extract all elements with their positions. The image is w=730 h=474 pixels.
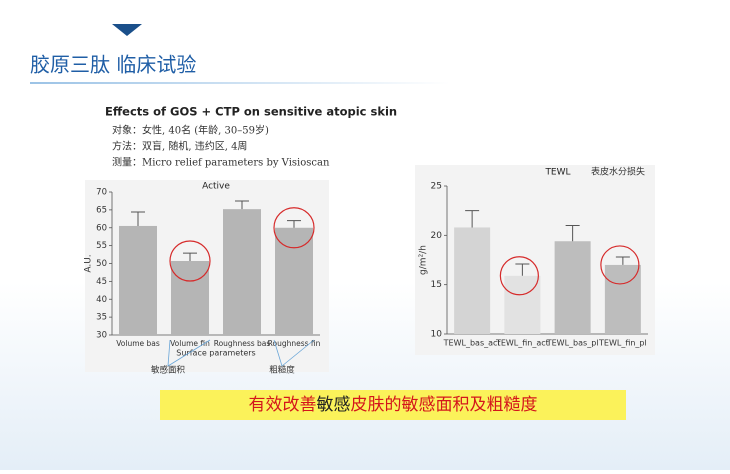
- x-tick-label: TEWL_bas_pl: [546, 339, 599, 348]
- error-bar: [615, 256, 630, 265]
- chart-subtitle: 表皮水分损失: [591, 166, 645, 178]
- highlight-circle: [499, 256, 539, 296]
- bar: [171, 260, 209, 335]
- banner-part: 皮肤的敏感面积及粗糙度: [351, 395, 538, 415]
- banner-part: 有效改善: [249, 395, 317, 415]
- title-underline: [30, 82, 450, 84]
- y-tick-label: 15: [431, 280, 442, 290]
- y-axis-label: A.U.: [84, 254, 94, 272]
- y-tick-label: 25: [431, 182, 442, 192]
- annotation: 粗糙度: [269, 365, 295, 376]
- bar: [504, 275, 541, 334]
- x-tick-label: Roughness fin: [268, 339, 321, 348]
- chart-title: TEWL: [544, 168, 570, 178]
- highlight-circle: [600, 245, 640, 285]
- bar: [554, 241, 591, 334]
- x-axis-label: Surface parameters: [176, 349, 255, 358]
- y-tick-label: 35: [96, 313, 107, 323]
- x-tick-label: TEWL_bas_act: [443, 339, 501, 348]
- x-tick-label: Volume fin: [170, 339, 210, 348]
- y-tick-label: 40: [96, 295, 107, 305]
- error-bar: [515, 263, 530, 276]
- highlight-circle: [169, 240, 211, 282]
- x-tick-label: Volume bas: [116, 339, 160, 348]
- chevron: [112, 24, 142, 36]
- annotation-arrow: [167, 339, 211, 367]
- header: Effects of GOS + CTP on sensitive atopic…: [105, 105, 397, 119]
- y-tick-label: 65: [96, 205, 107, 215]
- x-tick-label: TEWL_fin_pl: [598, 339, 647, 348]
- y-tick-label: 45: [96, 277, 107, 287]
- annotation: 敏感面积: [151, 365, 186, 376]
- x-tick-label: TEWL_fin_act: [495, 339, 549, 348]
- banner: [160, 390, 626, 420]
- y-tick-label: 10: [431, 330, 443, 340]
- slide-title: 胶原三肽 临床试验: [30, 53, 196, 77]
- error-bar: [287, 220, 301, 228]
- banner-text: 有效改善敏感皮肤的敏感面积及粗糙度: [249, 395, 538, 415]
- y-tick-label: 30: [96, 331, 107, 341]
- error-bar: [465, 210, 480, 228]
- info-line: 方法：双盲, 随机, 违约区, 4周: [112, 140, 247, 153]
- error-bar: [565, 224, 580, 242]
- x-tick-label: Roughness bas: [214, 339, 271, 348]
- y-tick-label: 20: [431, 231, 443, 241]
- error-bar: [235, 200, 249, 210]
- info-line: 对象：女性, 40名 (年龄, 30–59岁): [112, 124, 269, 137]
- annotation-arrow: [273, 339, 315, 367]
- y-tick-label: 60: [96, 223, 107, 233]
- y-tick-label: 70: [96, 188, 107, 198]
- y-axis-label: g/m²/h: [419, 245, 429, 275]
- highlight-circle: [273, 207, 315, 249]
- error-bar: [131, 211, 145, 226]
- bar: [275, 227, 313, 335]
- bar: [454, 227, 491, 334]
- info-line: 测量：Micro relief parameters by Visioscan: [112, 156, 330, 169]
- chart-title: Active: [202, 182, 230, 192]
- y-tick-label: 50: [96, 259, 107, 269]
- banner-part: 敏感: [317, 395, 351, 415]
- error-bar: [183, 252, 197, 261]
- y-tick-label: 55: [96, 241, 107, 251]
- bar: [119, 225, 157, 335]
- bar: [223, 209, 261, 335]
